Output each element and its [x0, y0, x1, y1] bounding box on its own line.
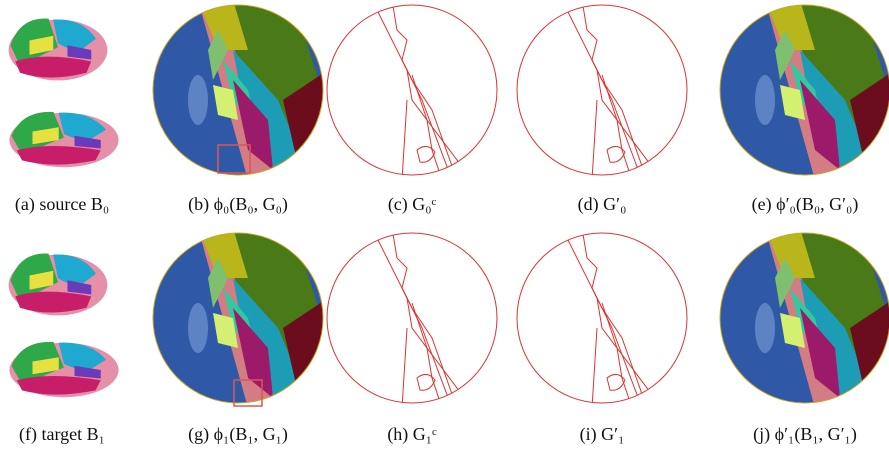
- caption: (c) G₀ᶜ: [388, 194, 437, 215]
- caption: (a) source B₀: [15, 194, 109, 215]
- caption: (i) G′₁: [580, 424, 625, 445]
- panel-a: [9, 19, 119, 168]
- caption: (d) G′₀: [578, 194, 627, 215]
- panel-b: [148, 0, 328, 180]
- caption: (g) ϕ₁(B₁, G₁): [188, 424, 288, 445]
- caption: (e) ϕ′₀(B₀, G′₀): [752, 194, 859, 215]
- caption: (f) target B₁: [19, 424, 105, 445]
- panel-i: [517, 228, 687, 408]
- panel-h: [327, 228, 497, 408]
- panel-e: [715, 0, 889, 180]
- panel-f: [9, 254, 119, 398]
- caption: (b) ϕ₀(B₀, G₀): [188, 194, 288, 215]
- panel-g: [148, 228, 328, 408]
- page: {"panels": [ {"caption": "(a) source B₀"…: [0, 0, 889, 457]
- caption: (j) ϕ′₁(B₁, G′₁): [753, 424, 857, 445]
- panel-j: [715, 228, 889, 408]
- caption: (h) G₁ᶜ: [387, 424, 437, 445]
- panel-c: [327, 0, 497, 180]
- panel-d: [517, 0, 687, 180]
- figure: (a) source B₀ (b) ϕ₀(B₀, G₀) (c) G₀ᶜ (d)…: [0, 0, 889, 457]
